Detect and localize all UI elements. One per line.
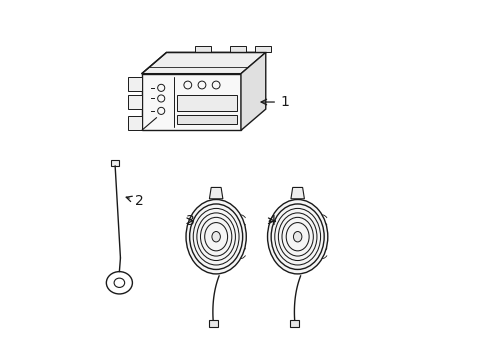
Polygon shape [142, 53, 265, 74]
Text: 4: 4 [267, 214, 276, 228]
Bar [111, 160, 119, 166]
Polygon shape [195, 46, 210, 53]
Bar [177, 95, 236, 111]
Bar [127, 77, 142, 91]
Polygon shape [255, 46, 270, 53]
Ellipse shape [185, 199, 246, 274]
Bar [127, 116, 142, 130]
Text: 2: 2 [126, 194, 143, 208]
Polygon shape [142, 74, 241, 130]
Polygon shape [290, 188, 304, 199]
Ellipse shape [293, 231, 301, 242]
Polygon shape [241, 53, 265, 130]
Bar [208, 320, 217, 327]
Bar [290, 320, 299, 327]
Polygon shape [209, 188, 223, 199]
Ellipse shape [267, 199, 327, 274]
Bar [177, 116, 236, 124]
Ellipse shape [211, 231, 220, 242]
Polygon shape [230, 46, 246, 53]
Text: 1: 1 [261, 95, 288, 109]
Bar [127, 95, 142, 109]
Text: 3: 3 [185, 214, 194, 228]
